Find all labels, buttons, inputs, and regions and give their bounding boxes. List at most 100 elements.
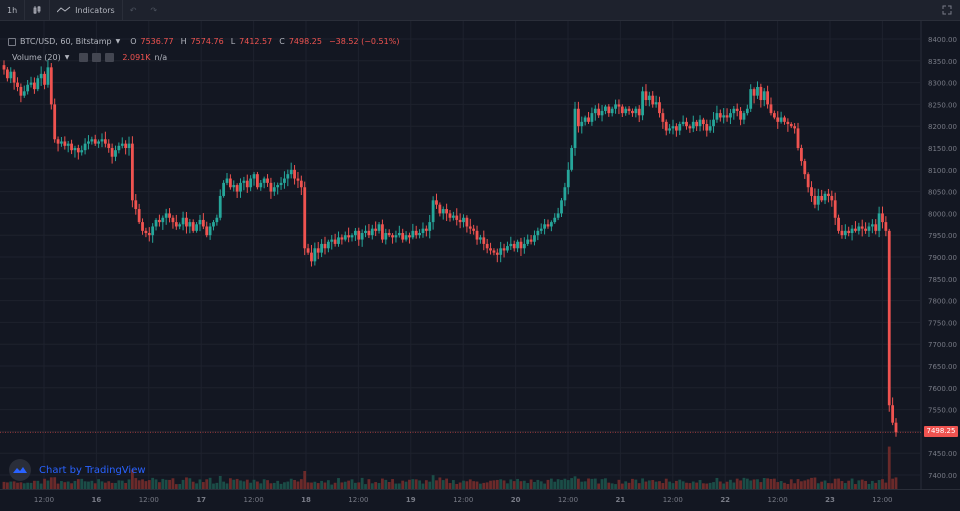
candle-body — [688, 126, 692, 129]
volume-bar — [783, 482, 786, 489]
candle-body — [357, 230, 361, 240]
candle-body — [222, 182, 226, 196]
volume-bar — [870, 480, 874, 489]
volume-bar — [536, 479, 540, 489]
volume-bar — [326, 480, 330, 489]
candle-body — [806, 174, 810, 188]
x-tick-label: 12:00 — [348, 496, 368, 504]
settings-icon[interactable] — [92, 53, 102, 62]
tradingview-logo-icon — [9, 459, 31, 481]
volume-bar — [715, 477, 719, 489]
collapse-icon[interactable] — [8, 37, 16, 46]
candle-body — [83, 143, 87, 151]
candle-body — [266, 178, 269, 183]
candle-body — [766, 91, 770, 105]
candle-body — [90, 139, 94, 142]
candle-body — [435, 200, 438, 205]
volume-name[interactable]: Volume (20) — [12, 53, 61, 62]
candle-body — [870, 224, 874, 227]
candle-body — [46, 67, 50, 85]
volume-bar — [810, 477, 813, 489]
tradingview-watermark[interactable]: Chart by TradingView — [9, 459, 146, 481]
volume-bar — [391, 479, 394, 489]
volume-bar — [522, 480, 526, 489]
chart-type-button[interactable] — [25, 0, 51, 20]
candle-body — [2, 65, 6, 70]
candle-body — [242, 180, 246, 183]
watermark-text: Chart by TradingView — [39, 464, 146, 476]
interval-button[interactable]: 1h — [0, 0, 26, 20]
volume-bar — [533, 481, 536, 489]
candle-body — [881, 213, 884, 223]
candle-body — [840, 230, 844, 236]
candle-body — [641, 91, 644, 116]
volume-bar — [242, 481, 246, 489]
x-tick-label: 22 — [720, 496, 730, 504]
candle-body — [725, 115, 729, 118]
fullscreen-button[interactable] — [942, 0, 952, 20]
candle-body — [587, 117, 590, 122]
candle-body — [43, 73, 46, 85]
close-icon[interactable] — [105, 53, 115, 62]
volume-bar — [580, 481, 584, 489]
candle-body — [80, 150, 84, 153]
candle-body — [560, 200, 563, 214]
volume-bar — [120, 480, 124, 489]
candle-body — [228, 178, 232, 188]
volume-bar — [745, 478, 749, 489]
candle-body — [549, 222, 553, 227]
price-chart[interactable]: 7400.007450.007500.007550.007600.007650.… — [0, 21, 960, 511]
candle-body — [479, 237, 482, 240]
volume-bar — [228, 478, 232, 489]
open-value: 7536.77 — [140, 37, 174, 46]
indicators-button[interactable]: Indicators — [50, 0, 123, 20]
candle-body — [573, 108, 577, 148]
volume-bar — [617, 479, 621, 489]
volume-bar — [357, 482, 361, 489]
y-tick-label: 7950.00 — [928, 232, 957, 240]
volume-bar — [448, 483, 452, 489]
candle-body — [539, 228, 543, 231]
volume-bar — [144, 481, 148, 489]
volume-bar — [685, 482, 688, 489]
candle-body — [39, 73, 43, 79]
candle-body — [465, 217, 469, 227]
volume-bar — [806, 479, 810, 489]
candle-body — [718, 113, 722, 118]
volume-bar — [127, 479, 131, 489]
volume-bar — [201, 482, 205, 489]
chevron-down-icon[interactable]: ▼ — [64, 54, 70, 61]
volume-na: n/a — [154, 53, 168, 62]
volume-bar — [458, 482, 462, 489]
volume-bar — [796, 479, 800, 489]
volume-bar — [884, 482, 888, 489]
volume-bar — [813, 477, 817, 489]
candle-body — [864, 228, 867, 231]
candle-body — [367, 230, 371, 236]
candle-body — [715, 113, 719, 120]
candle-body — [647, 95, 651, 101]
change-value: −38.52 (−0.51%) — [328, 37, 400, 46]
candle-body — [830, 195, 834, 201]
volume-bar — [566, 480, 570, 489]
volume-bar — [174, 484, 178, 489]
symbol-name[interactable]: BTC/USD, 60, Bitstamp — [20, 37, 112, 46]
volume-bar — [401, 480, 405, 489]
volume-bar — [840, 481, 844, 489]
eye-icon[interactable] — [79, 53, 89, 62]
chevron-down-icon[interactable]: ▼ — [115, 38, 121, 45]
volume-bar — [208, 477, 212, 489]
volume-bar — [110, 482, 114, 489]
volume-bar — [350, 479, 354, 489]
candle-body — [769, 104, 773, 114]
redo-button[interactable]: ↷ — [143, 0, 164, 20]
candle-body — [181, 217, 185, 225]
indicators-icon — [57, 6, 71, 13]
candle-body — [414, 230, 418, 236]
x-tick-label: 21 — [616, 496, 626, 504]
volume-bar — [607, 482, 611, 489]
undo-button[interactable]: ↶ — [123, 0, 144, 20]
candle-body — [614, 104, 617, 109]
candle-body — [860, 226, 864, 229]
volume-bar — [516, 478, 519, 489]
